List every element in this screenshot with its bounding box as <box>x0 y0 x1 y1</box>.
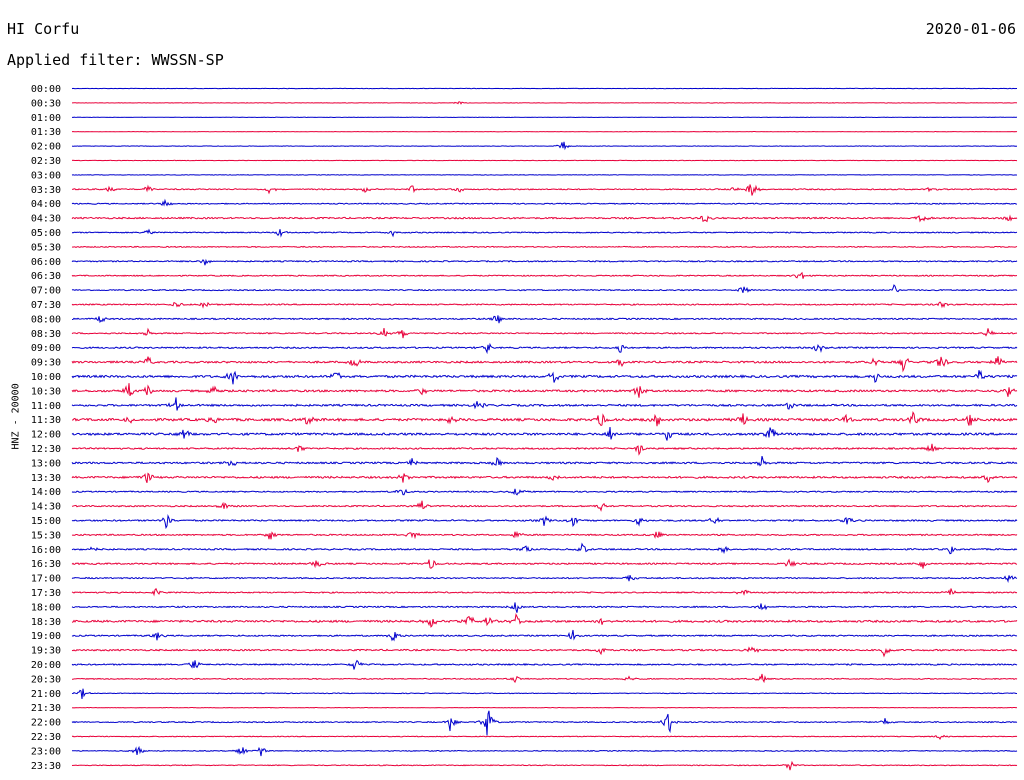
trace-1430 <box>71 500 1018 512</box>
row-label-0730: 07:30 <box>31 300 61 311</box>
row-label-0400: 04:00 <box>31 199 61 210</box>
trace-0600 <box>71 258 1018 266</box>
trace-0500 <box>71 228 1018 238</box>
trace-1530 <box>71 530 1018 540</box>
row-label-1630: 16:30 <box>31 559 61 570</box>
row-label-1200: 12:00 <box>31 430 61 441</box>
row-label-0430: 04:30 <box>31 214 61 225</box>
trace-0830 <box>71 327 1018 339</box>
trace-2330 <box>71 760 1018 771</box>
row-label-0530: 05:30 <box>31 242 61 253</box>
trace-0700 <box>71 284 1018 293</box>
row-label-2300: 23:00 <box>31 746 61 757</box>
row-label-1100: 11:00 <box>31 401 61 412</box>
trace-1900 <box>71 629 1018 642</box>
row-label-0600: 06:00 <box>31 257 61 268</box>
row-label-1230: 12:30 <box>31 444 61 455</box>
row-label-0330: 03:30 <box>31 185 61 196</box>
row-label-0300: 03:00 <box>31 170 61 181</box>
trace-0430 <box>71 214 1018 223</box>
row-label-0500: 05:00 <box>31 228 61 239</box>
row-label-0930: 09:30 <box>31 358 61 369</box>
row-label-1730: 17:30 <box>31 588 61 599</box>
trace-1400 <box>71 488 1018 496</box>
row-label-0130: 01:30 <box>31 127 61 138</box>
trace-0730 <box>71 301 1018 309</box>
row-label-1930: 19:30 <box>31 646 61 657</box>
trace-1100 <box>71 397 1018 411</box>
trace-0900 <box>71 342 1018 355</box>
row-label-1700: 17:00 <box>31 574 61 585</box>
row-label-1600: 16:00 <box>31 545 61 556</box>
row-label-0900: 09:00 <box>31 343 61 354</box>
trace-0930 <box>71 356 1018 373</box>
trace-2000 <box>71 659 1018 670</box>
trace-1700 <box>71 574 1018 583</box>
row-label-0230: 02:30 <box>31 156 61 167</box>
trace-1600 <box>71 542 1018 555</box>
row-label-2130: 21:30 <box>31 703 61 714</box>
trace-0630 <box>71 271 1017 279</box>
row-label-0800: 08:00 <box>31 314 61 325</box>
row-label-1000: 10:00 <box>31 372 61 383</box>
row-label-0200: 02:00 <box>31 142 61 153</box>
trace-0030 <box>72 101 1018 105</box>
row-label-1330: 13:30 <box>31 473 61 484</box>
row-label-1500: 15:00 <box>31 516 61 527</box>
trace-2300 <box>71 745 1018 757</box>
row-label-2330: 23:30 <box>31 761 61 772</box>
row-label-1400: 14:00 <box>31 487 61 498</box>
row-label-1530: 15:30 <box>31 530 61 541</box>
row-label-1300: 13:00 <box>31 458 61 469</box>
row-label-2230: 22:30 <box>31 732 61 743</box>
trace-1200 <box>71 427 1018 441</box>
trace-1030 <box>71 383 1018 398</box>
trace-1730 <box>71 587 1018 597</box>
trace-1830 <box>71 613 1018 628</box>
row-label-0830: 08:30 <box>31 329 61 340</box>
trace-1230 <box>71 443 1018 456</box>
trace-1000 <box>71 369 1018 385</box>
row-label-2100: 21:00 <box>31 689 61 700</box>
trace-2030 <box>72 673 1018 684</box>
trace-1300 <box>71 455 1018 467</box>
trace-1130 <box>72 410 1018 427</box>
trace-2200 <box>71 710 1018 736</box>
trace-0200 <box>71 141 1018 151</box>
trace-1630 <box>71 558 1018 569</box>
row-label-0700: 07:00 <box>31 286 61 297</box>
trace-1500 <box>71 513 1018 530</box>
trace-0530 <box>71 245 1018 249</box>
record-date: 2020-01-06 <box>925 20 1016 38</box>
row-label-2000: 20:00 <box>31 660 61 671</box>
row-label-1030: 10:30 <box>31 386 61 397</box>
trace-0330 <box>71 184 1018 196</box>
row-label-0030: 00:30 <box>31 98 61 109</box>
station-name: HI Corfu <box>7 20 80 38</box>
row-label-1430: 14:30 <box>31 502 61 513</box>
row-label-1800: 18:00 <box>31 602 61 613</box>
applied-filter: Applied filter: WWSSN-SP <box>7 51 224 69</box>
trace-0400 <box>71 198 1018 207</box>
trace-2230 <box>71 734 1018 740</box>
row-label-0000: 00:00 <box>31 84 61 95</box>
row-label-1900: 19:00 <box>31 631 61 642</box>
row-label-2030: 20:30 <box>31 674 61 685</box>
trace-1800 <box>71 602 1017 613</box>
trace-0800 <box>71 315 1018 324</box>
trace-2100 <box>71 688 1017 699</box>
trace-1330 <box>71 472 1018 484</box>
row-label-0100: 01:00 <box>31 113 61 124</box>
trace-1930 <box>71 646 1018 658</box>
row-label-2200: 22:00 <box>31 718 61 729</box>
row-label-1130: 11:30 <box>31 415 61 426</box>
row-label-0630: 06:30 <box>31 271 61 282</box>
row-label-1830: 18:30 <box>31 617 61 628</box>
